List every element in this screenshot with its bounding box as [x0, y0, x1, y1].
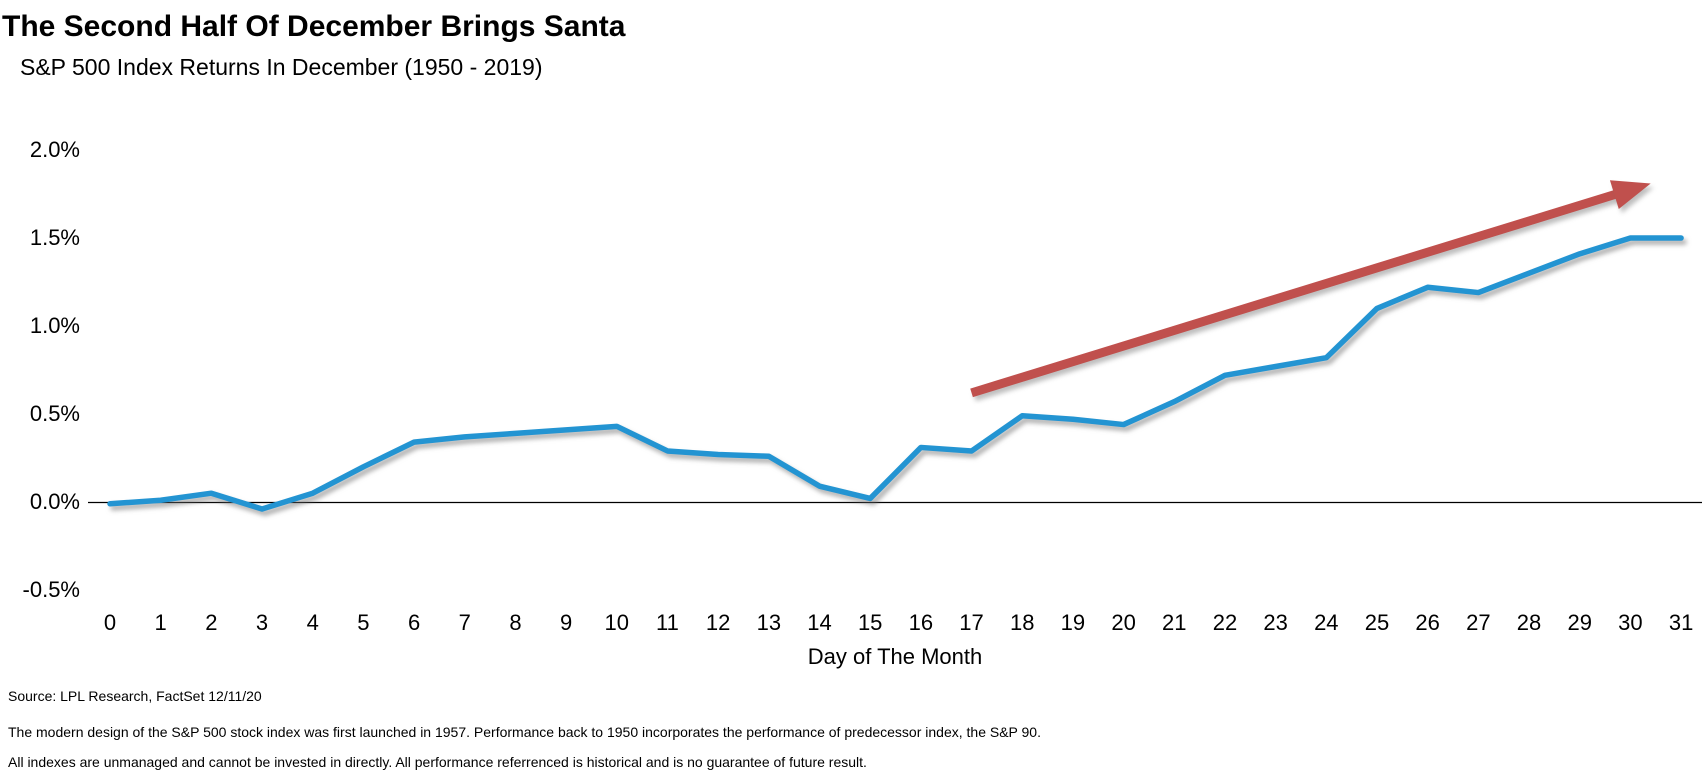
x-tick-label: 31: [1668, 610, 1694, 635]
y-tick-label: 1.5%: [29, 225, 80, 250]
x-tick-label: 6: [407, 610, 421, 635]
x-tick-label: 22: [1212, 610, 1238, 635]
x-tick-label: 12: [705, 610, 731, 635]
x-tick-label: 26: [1415, 610, 1440, 635]
y-tick-label: 0.0%: [29, 489, 80, 514]
x-tick-label: 17: [959, 610, 984, 635]
x-tick-label: 21: [1162, 610, 1187, 635]
x-tick-label: 2: [205, 610, 218, 635]
x-tick-label: 3: [255, 610, 269, 635]
x-tick-label: 18: [1009, 610, 1035, 635]
x-tick-label: 24: [1314, 610, 1339, 635]
chart-subtitle: S&P 500 Index Returns In December (1950 …: [20, 54, 543, 80]
trend-arrow: [970, 180, 1651, 398]
y-tick-label: 1.0%: [29, 313, 80, 338]
x-tick-label: 25: [1364, 610, 1390, 635]
x-tick-label: 19: [1060, 610, 1086, 635]
x-tick-label: 0: [103, 610, 117, 635]
sp500-line-series: [107, 235, 1684, 512]
disclaimer-text-2: All indexes are unmanaged and cannot be …: [8, 754, 867, 770]
trend-arrow-head-icon: [1609, 180, 1651, 209]
y-tick-label: 2.0%: [29, 137, 80, 162]
x-tick-label: 28: [1516, 610, 1542, 635]
x-tick-label: 29: [1567, 610, 1592, 635]
y-tick-label: -0.5%: [22, 577, 80, 602]
trend-arrow-shaft: [970, 188, 1622, 398]
x-tick-label: 20: [1111, 610, 1136, 635]
x-tick-label: 9: [559, 610, 573, 635]
x-tick-label: 30: [1618, 610, 1643, 635]
x-tick-label: 8: [509, 610, 522, 635]
x-tick-label: 27: [1466, 610, 1491, 635]
x-tick-label: 4: [306, 610, 319, 635]
x-tick-label: 11: [656, 610, 679, 635]
x-tick-label: 15: [857, 610, 883, 635]
y-tick-label: 0.5%: [29, 401, 80, 426]
x-tick-label: 5: [357, 610, 370, 635]
x-axis-title: Day of The Month: [807, 644, 983, 669]
disclaimer-text-1: The modern design of the S&P 500 stock i…: [8, 724, 1041, 740]
x-tick-label: 14: [807, 610, 832, 635]
chart-title: The Second Half Of December Brings Santa: [2, 10, 626, 43]
source-text: Source: LPL Research, FactSet 12/11/20: [8, 688, 262, 704]
x-tick-label: 13: [756, 610, 782, 635]
x-tick-label: 1: [154, 610, 167, 635]
x-tick-label: 23: [1263, 610, 1288, 635]
x-tick-label: 16: [908, 610, 934, 635]
x-tick-label: 7: [458, 610, 471, 635]
x-tick-label: 10: [604, 610, 630, 635]
